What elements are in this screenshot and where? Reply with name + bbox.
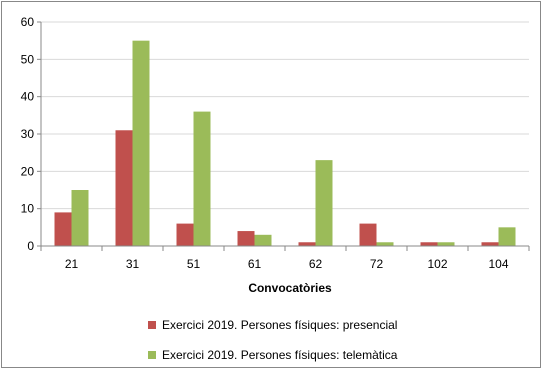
y-tick-label: 50 xyxy=(21,52,35,66)
bar-telematica-21 xyxy=(71,190,89,246)
x-tick-label: 51 xyxy=(187,257,201,271)
bar-presencial-104 xyxy=(481,242,499,246)
bar-presencial-21 xyxy=(54,212,72,246)
bars xyxy=(54,40,516,246)
bar-telematica-61 xyxy=(254,234,272,246)
legend-item-presencial: Exercici 2019. Persones físiques: presen… xyxy=(148,316,397,334)
gridlines xyxy=(41,21,529,247)
bar-telematica-72 xyxy=(376,242,394,246)
bar-telematica-51 xyxy=(193,111,211,246)
y-tick-label: 0 xyxy=(27,239,34,253)
legend-label-telematica: Exercici 2019. Persones físiques: telemà… xyxy=(162,348,398,362)
legend: Exercici 2019. Persones físiques: presen… xyxy=(148,316,397,376)
y-axis: 0 10 20 30 40 50 60 xyxy=(21,15,42,253)
legend-item-telematica: Exercici 2019. Persones físiques: telemà… xyxy=(148,346,397,364)
x-tick-label: 104 xyxy=(488,257,508,271)
bar-presencial-62 xyxy=(298,242,316,246)
x-tick-label: 72 xyxy=(370,257,384,271)
bar-telematica-62 xyxy=(315,160,333,246)
y-tick-label: 60 xyxy=(21,15,35,29)
x-tick-label: 61 xyxy=(248,257,262,271)
x-tick-label: 62 xyxy=(309,257,323,271)
x-tick-label: 21 xyxy=(65,257,79,271)
y-tick-label: 20 xyxy=(21,164,35,178)
bar-presencial-51 xyxy=(176,223,194,246)
legend-swatch-telematica xyxy=(148,351,156,359)
x-tick-label: 31 xyxy=(126,257,140,271)
y-tick-label: 10 xyxy=(21,202,35,216)
bar-telematica-104 xyxy=(498,227,516,246)
x-axis-title: Convocatòries xyxy=(248,281,332,295)
x-axis: 21 31 51 61 62 72 102 104 xyxy=(40,245,530,271)
legend-swatch-presencial xyxy=(148,321,156,329)
bar-presencial-102 xyxy=(420,242,438,246)
legend-label-presencial: Exercici 2019. Persones físiques: presen… xyxy=(162,318,398,332)
bar-presencial-72 xyxy=(359,223,377,246)
bar-telematica-31 xyxy=(132,40,150,246)
chart-frame xyxy=(1,1,541,368)
y-tick-label: 40 xyxy=(21,90,35,104)
bar-telematica-102 xyxy=(437,242,455,246)
bar-presencial-61 xyxy=(237,231,255,246)
x-tick-label: 102 xyxy=(427,257,447,271)
bar-presencial-31 xyxy=(115,130,133,246)
y-tick-label: 30 xyxy=(21,127,35,141)
